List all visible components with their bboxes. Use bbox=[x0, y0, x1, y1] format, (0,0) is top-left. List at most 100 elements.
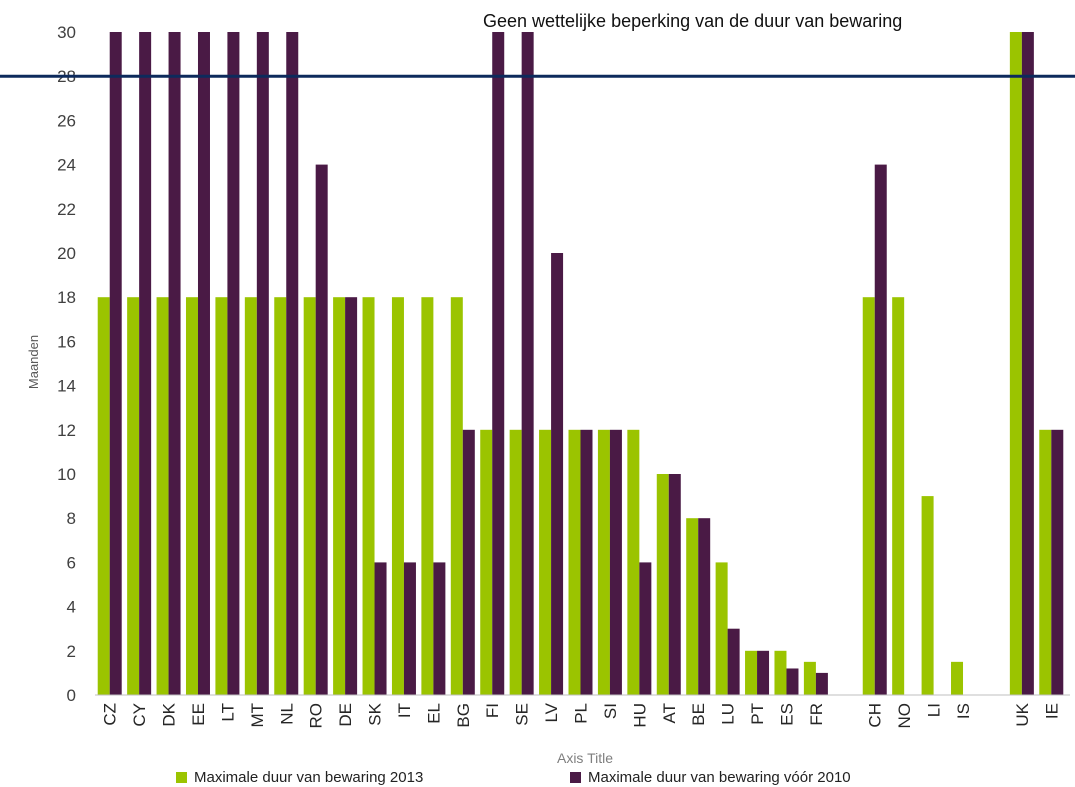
bar-BG-series-2 bbox=[462, 429, 475, 695]
x-tick-label: DE bbox=[336, 703, 355, 727]
x-tick-label: AT bbox=[660, 703, 679, 723]
x-tick-label: HU bbox=[630, 703, 649, 728]
x-tick-label: SK bbox=[366, 702, 385, 725]
x-tick-label: SI bbox=[601, 703, 620, 719]
x-tick-label: ES bbox=[777, 703, 796, 726]
bar-PT-series-1 bbox=[745, 650, 758, 695]
x-tick-label: EL bbox=[424, 703, 443, 724]
bar-SI-series-1 bbox=[597, 429, 610, 695]
bars bbox=[97, 32, 1064, 696]
y-tick-label: 22 bbox=[57, 200, 76, 219]
bar-ES-series-2 bbox=[786, 668, 799, 695]
bar-BG-series-1 bbox=[450, 297, 463, 695]
y-tick-label: 20 bbox=[57, 244, 76, 263]
bar-LT-series-1 bbox=[215, 297, 228, 695]
x-tick-label: NL bbox=[277, 703, 296, 725]
bar-SE-series-1 bbox=[509, 429, 522, 695]
y-tick-label: 26 bbox=[57, 111, 76, 130]
y-tick-label: 30 bbox=[57, 23, 76, 42]
bar-AT-series-2 bbox=[668, 474, 681, 695]
x-tick-label: NO bbox=[895, 703, 914, 729]
bar-LV-series-1 bbox=[539, 429, 552, 695]
bar-DE-series-1 bbox=[333, 297, 346, 695]
x-tick-label: IT bbox=[395, 703, 414, 718]
bar-DK-series-1 bbox=[156, 297, 169, 695]
x-tick-label: UK bbox=[1013, 702, 1032, 726]
bar-EL-series-2 bbox=[433, 562, 446, 695]
legend-swatch-2013 bbox=[176, 772, 187, 783]
bar-FI-series-2 bbox=[492, 32, 505, 695]
bar-CY-series-1 bbox=[127, 297, 140, 695]
x-tick-label: FI bbox=[483, 703, 502, 718]
bar-UK-series-2 bbox=[1021, 32, 1034, 695]
bar-SK-series-2 bbox=[374, 562, 387, 695]
x-axis-title: Axis Title bbox=[557, 750, 613, 766]
bar-PL-series-2 bbox=[580, 429, 593, 695]
x-tick-label: BE bbox=[689, 703, 708, 726]
bar-IS-series-1 bbox=[951, 661, 964, 695]
bar-DK-series-2 bbox=[168, 32, 181, 695]
bar-DE-series-2 bbox=[345, 297, 358, 695]
bar-AT-series-1 bbox=[656, 474, 669, 695]
y-tick-label: 4 bbox=[67, 598, 76, 617]
bar-RO-series-1 bbox=[303, 297, 316, 695]
x-tick-label: CZ bbox=[101, 703, 120, 726]
x-tick-label: SE bbox=[513, 703, 532, 726]
bar-IE-series-1 bbox=[1039, 429, 1052, 695]
x-tick-label: RO bbox=[307, 703, 326, 729]
x-tick-label: IS bbox=[954, 703, 973, 719]
bar-CY-series-2 bbox=[139, 32, 152, 695]
legend: Maximale duur van bewaring 2013 Maximale… bbox=[176, 769, 851, 786]
x-tick-label: CH bbox=[866, 703, 885, 728]
x-tick-label: LI bbox=[925, 703, 944, 717]
bar-EE-series-2 bbox=[197, 32, 210, 695]
y-tick-label: 6 bbox=[67, 553, 76, 572]
bar-IT-series-2 bbox=[403, 562, 416, 695]
bar-EE-series-1 bbox=[185, 297, 198, 695]
bar-MT-series-2 bbox=[256, 32, 269, 695]
legend-swatch-2010 bbox=[570, 772, 581, 783]
y-tick-label: 12 bbox=[57, 421, 76, 440]
legend-label-2010: Maximale duur van bewaring vóór 2010 bbox=[588, 769, 851, 786]
y-tick-label: 16 bbox=[57, 332, 76, 351]
bar-CH-series-2 bbox=[874, 164, 887, 696]
y-tick-label: 10 bbox=[57, 465, 76, 484]
x-tick-label: EE bbox=[189, 703, 208, 726]
bar-LV-series-2 bbox=[551, 253, 564, 695]
bar-FI-series-1 bbox=[480, 429, 493, 695]
bar-PT-series-2 bbox=[757, 650, 770, 695]
bar-NL-series-1 bbox=[274, 297, 287, 695]
y-tick-label: 24 bbox=[57, 156, 76, 175]
x-tick-label: LT bbox=[218, 703, 237, 722]
x-tick-label: FR bbox=[807, 703, 826, 726]
reference-line: Geen wettelijke beperking van de duur va… bbox=[0, 11, 1075, 78]
bar-FR-series-1 bbox=[803, 661, 816, 695]
bar-PL-series-1 bbox=[568, 429, 581, 695]
bar-LT-series-2 bbox=[227, 32, 240, 695]
legend-label-2013: Maximale duur van bewaring 2013 bbox=[194, 769, 423, 786]
bar-RO-series-2 bbox=[315, 164, 328, 696]
bar-NL-series-2 bbox=[286, 32, 299, 695]
y-tick-label: 2 bbox=[67, 642, 76, 661]
y-tick-label: 14 bbox=[57, 377, 76, 396]
x-tick-label: PL bbox=[572, 703, 591, 724]
bar-BE-series-2 bbox=[698, 518, 711, 695]
y-axis-title: Maanden bbox=[26, 335, 41, 389]
x-tick-label: PT bbox=[748, 703, 767, 725]
bar-LU-series-1 bbox=[715, 562, 728, 695]
x-tick-label: CY bbox=[130, 703, 149, 727]
bar-EL-series-1 bbox=[421, 297, 434, 695]
y-tick-label: 18 bbox=[57, 288, 76, 307]
bar-LI-series-1 bbox=[921, 496, 934, 695]
y-tick-label: 8 bbox=[67, 509, 76, 528]
reference-line-label: Geen wettelijke beperking van de duur va… bbox=[483, 11, 902, 31]
x-tick-label: BG bbox=[454, 703, 473, 728]
bar-SI-series-2 bbox=[609, 429, 622, 695]
bar-SE-series-2 bbox=[521, 32, 534, 695]
x-tick-label: MT bbox=[248, 703, 267, 728]
bar-CH-series-1 bbox=[862, 297, 875, 695]
bar-BE-series-1 bbox=[686, 518, 699, 695]
bar-IE-series-2 bbox=[1051, 429, 1064, 695]
y-tick-label: 0 bbox=[67, 686, 76, 705]
